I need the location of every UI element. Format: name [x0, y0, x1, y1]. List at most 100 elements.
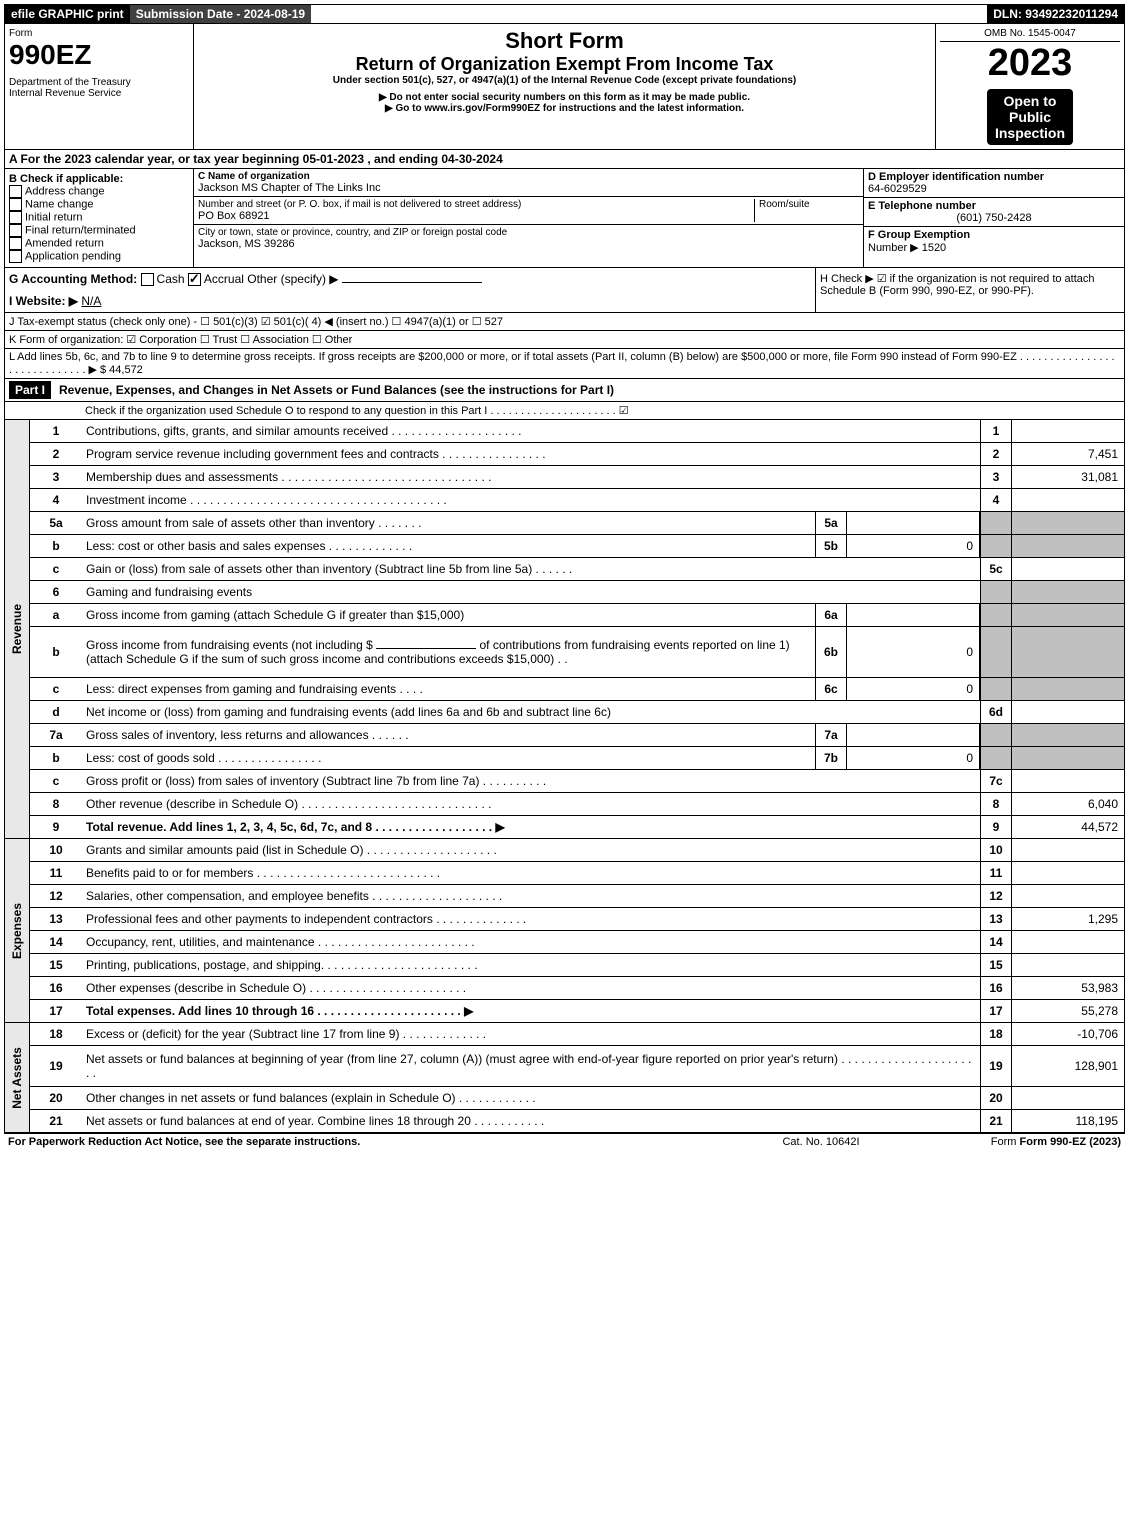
line-5b-shaded	[980, 535, 1012, 557]
line-6c-shaded	[980, 678, 1012, 700]
label-address: Number and street (or P. O. box, if mail…	[198, 199, 754, 210]
line-7c-rnum: 7c	[980, 770, 1012, 792]
goto-text: ▶ Go to www.irs.gov/Form990EZ for instru…	[385, 103, 744, 114]
form-title: Short Form	[198, 28, 931, 54]
checkbox-accrual[interactable]	[188, 273, 201, 286]
line-1-rval	[1012, 420, 1124, 442]
checkbox-address-change[interactable]	[9, 185, 22, 198]
section-l-text: L Add lines 5b, 6c, and 7b to line 9 to …	[9, 351, 1115, 376]
line-19-rnum: 19	[980, 1046, 1012, 1086]
line-6c-desc: Less: direct expenses from gaming and fu…	[82, 678, 815, 700]
checkbox-final-return[interactable]	[9, 224, 22, 237]
line-19-rval: 128,901	[1012, 1046, 1124, 1086]
line-6a-mnum: 6a	[815, 604, 847, 626]
line-6d-desc: Net income or (loss) from gaming and fun…	[82, 701, 980, 723]
line-7c-desc: Gross profit or (loss) from sales of inv…	[82, 770, 980, 792]
line-21-rval: 118,195	[1012, 1110, 1124, 1132]
expenses-block: Expenses 10Grants and similar amounts pa…	[4, 839, 1125, 1023]
line-1-rnum: 1	[980, 420, 1012, 442]
accounting-method-label: G Accounting Method:	[9, 272, 137, 286]
revenue-table: 1Contributions, gifts, grants, and simil…	[30, 420, 1124, 838]
checkbox-application-pending[interactable]	[9, 250, 22, 263]
line-6-num: 6	[30, 581, 82, 603]
line-1-desc: Contributions, gifts, grants, and simila…	[82, 420, 980, 442]
line-7b-num: b	[30, 747, 82, 769]
line-6b-desc: Gross income from fundraising events (no…	[82, 627, 815, 677]
line-6c-mnum: 6c	[815, 678, 847, 700]
netassets-side-label: Net Assets	[5, 1023, 30, 1132]
line-20-rval	[1012, 1087, 1124, 1109]
opt-amended-return: Amended return	[25, 237, 104, 249]
line-11-rnum: 11	[980, 862, 1012, 884]
org-city: Jackson, MS 39286	[198, 238, 859, 250]
dln: DLN: 93492232011294	[987, 5, 1124, 23]
line-15-num: 15	[30, 954, 82, 976]
opt-application-pending: Application pending	[25, 250, 121, 262]
line-15-rnum: 15	[980, 954, 1012, 976]
line-17-rnum: 17	[980, 1000, 1012, 1022]
line-13-rnum: 13	[980, 908, 1012, 930]
line-8-num: 8	[30, 793, 82, 815]
under-section: Under section 501(c), 527, or 4947(a)(1)…	[198, 75, 931, 86]
line-11-desc: Benefits paid to or for members . . . . …	[82, 862, 980, 884]
line-6a-desc: Gross income from gaming (attach Schedul…	[82, 604, 815, 626]
line-16-rnum: 16	[980, 977, 1012, 999]
line-5a-num: 5a	[30, 512, 82, 534]
line-6c-num: c	[30, 678, 82, 700]
label-group-exemption: F Group Exemption	[868, 229, 970, 241]
form-of-organization: K Form of organization: ☑ Corporation ☐ …	[9, 334, 352, 346]
label-org-name: C Name of organization	[198, 171, 310, 182]
line-17-rval: 55,278	[1012, 1000, 1124, 1022]
line-18-num: 18	[30, 1023, 82, 1045]
submission-date: Submission Date - 2024-08-19	[130, 5, 311, 23]
top-bar: efile GRAPHIC print Submission Date - 20…	[4, 4, 1125, 24]
line-17-desc: Total expenses. Add lines 10 through 16 …	[82, 1000, 980, 1022]
part1-check-row: Check if the organization used Schedule …	[4, 402, 1125, 420]
schedule-b-check: H Check ▶ ☑ if the organization is not r…	[820, 273, 1095, 297]
form-label: Form	[9, 28, 189, 39]
checkbox-cash[interactable]	[141, 273, 154, 286]
opt-accrual: Accrual	[204, 272, 244, 286]
header-right: OMB No. 1545-0047 2023 Open to Public In…	[935, 24, 1124, 149]
line-6-shaded	[980, 581, 1012, 603]
line-14-rnum: 14	[980, 931, 1012, 953]
section-g: G Accounting Method: Cash Accrual Other …	[5, 268, 815, 312]
line-6c-shaded2	[1012, 678, 1124, 700]
line-4-rnum: 4	[980, 489, 1012, 511]
line-6d-rnum: 6d	[980, 701, 1012, 723]
label-room: Room/suite	[759, 199, 859, 210]
line-20-rnum: 20	[980, 1087, 1012, 1109]
section-a-text: A For the 2023 calendar year, or tax yea…	[9, 152, 503, 166]
line-17-num: 17	[30, 1000, 82, 1022]
line-19-num: 19	[30, 1046, 82, 1086]
line-5a-shaded	[980, 512, 1012, 534]
line-5a-shaded2	[1012, 512, 1124, 534]
header-left: Form 990EZ Department of the Treasury In…	[5, 24, 194, 149]
line-5c-rval	[1012, 558, 1124, 580]
org-name: Jackson MS Chapter of The Links Inc	[198, 182, 859, 194]
part1-check-text: Check if the organization used Schedule …	[85, 405, 629, 417]
line-8-rval: 6,040	[1012, 793, 1124, 815]
line-7a-shaded	[980, 724, 1012, 746]
opt-cash: Cash	[157, 272, 185, 286]
tax-year: 2023	[940, 42, 1120, 85]
info-grid: B Check if applicable: Address change Na…	[4, 169, 1125, 268]
line-2-rval: 7,451	[1012, 443, 1124, 465]
checkbox-name-change[interactable]	[9, 198, 22, 211]
line-1-num: 1	[30, 420, 82, 442]
line-6d-rval	[1012, 701, 1124, 723]
label-group-number: Number ▶	[868, 242, 919, 254]
line-13-num: 13	[30, 908, 82, 930]
expenses-table: 10Grants and similar amounts paid (list …	[30, 839, 1124, 1022]
line-7a-desc: Gross sales of inventory, less returns a…	[82, 724, 815, 746]
checkbox-initial-return[interactable]	[9, 211, 22, 224]
part1-header: Part I Revenue, Expenses, and Changes in…	[4, 379, 1125, 402]
part1-label: Part I	[9, 381, 51, 399]
label-phone: E Telephone number	[868, 200, 976, 212]
form-subtitle: Return of Organization Exempt From Incom…	[198, 54, 931, 75]
line-5a-desc: Gross amount from sale of assets other t…	[82, 512, 815, 534]
goto-link[interactable]: ▶ Go to www.irs.gov/Form990EZ for instru…	[198, 103, 931, 114]
checkbox-amended-return[interactable]	[9, 237, 22, 250]
line-6b-shaded2	[1012, 627, 1124, 677]
line-10-rnum: 10	[980, 839, 1012, 861]
